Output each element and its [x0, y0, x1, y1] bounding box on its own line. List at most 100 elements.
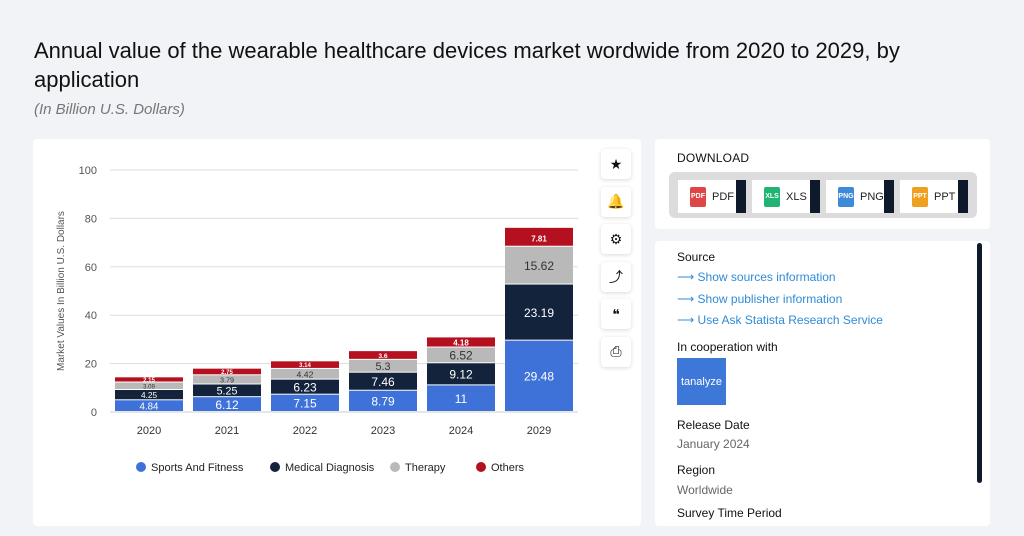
bar-segment [427, 337, 495, 347]
show-publisher-link[interactable]: ⟶ Show publisher information [677, 292, 843, 306]
bar-segment [271, 379, 339, 394]
y-tick-label: 60 [85, 262, 97, 274]
bell-icon: 🔔 [607, 193, 625, 209]
region-label: Region [677, 463, 716, 477]
bar-segment [505, 284, 573, 340]
data-label: 7.46 [371, 375, 395, 389]
x-tick-label: 2023 [371, 425, 395, 437]
release-date-value: January 2024 [677, 437, 750, 451]
data-label: 7.81 [531, 234, 547, 243]
legend-marker [270, 462, 280, 472]
data-label: 3.79 [220, 376, 234, 384]
bar-segment [349, 372, 417, 390]
quote-icon: ❝ [612, 305, 620, 322]
bar-segment [505, 246, 573, 284]
legend-label: Medical Diagnosis [285, 462, 375, 474]
stacked-bar-chart: 0 20 40 60 80 100 Market Values In Billion U.S… [56, 165, 578, 474]
bar-segment [271, 394, 339, 411]
legend-marker [390, 462, 400, 472]
page-title: Annual value of the wearable healthcare … [34, 38, 900, 92]
data-label: 5.3 [375, 361, 390, 373]
download-png-button[interactable]: PNG PNG [826, 180, 894, 213]
show-sources-link[interactable]: ⟶ Show sources information [677, 270, 836, 284]
download-ppt-button[interactable]: PPT PPT [900, 180, 968, 213]
data-label: 6.52 [449, 349, 473, 363]
download-label: XLS [786, 190, 807, 203]
print-button[interactable]: ⎙ [601, 336, 631, 367]
png-file-icon: PNG [838, 186, 854, 207]
data-label: 9.12 [449, 368, 473, 382]
gear-icon: ⚙ [609, 230, 623, 247]
ppt-file-icon: PPT [912, 186, 928, 207]
legend-marker [136, 462, 146, 472]
region-value: Worldwide [677, 483, 733, 497]
release-date-label: Release Date [677, 418, 750, 432]
bar-segment [349, 390, 417, 411]
share-icon: ⤴ [609, 268, 623, 285]
y-tick-label: 0 [91, 407, 97, 419]
data-label: 15.62 [524, 259, 554, 273]
data-label: 4.84 [140, 402, 159, 413]
y-tick-label: 100 [79, 165, 97, 177]
bar-segment [115, 400, 183, 411]
x-tick-label: 2022 [293, 425, 317, 437]
bar-segment [193, 375, 261, 384]
bar-segment [193, 397, 261, 411]
gear-button[interactable]: ⚙ [601, 224, 631, 254]
legend-marker [476, 462, 486, 472]
bar-segment [271, 361, 339, 368]
quote-button[interactable]: ❝ [601, 299, 631, 329]
bar-segment [427, 347, 495, 363]
bar-segment [427, 385, 495, 411]
data-label: 3.09 [143, 384, 155, 390]
bar-segment [271, 368, 339, 379]
bar-segment [505, 227, 573, 246]
y-axis-label: Market Values In Billion U.S. Dollars [56, 211, 67, 371]
bar-segment [115, 390, 183, 400]
data-label: 23.19 [524, 306, 554, 320]
survey-period-label: Survey Time Period [677, 506, 782, 520]
share-button[interactable]: ⤴ [601, 261, 631, 292]
data-label: 3.6 [378, 353, 388, 360]
star-button[interactable]: ★ [601, 149, 631, 179]
scrollbar[interactable] [977, 243, 982, 483]
cooperation-label: In cooperation with [677, 340, 778, 354]
data-label: 2.15 [143, 378, 155, 384]
download-xls-button[interactable]: XLS XLS [752, 180, 820, 213]
ask-statista-link[interactable]: ⟶ Use Ask Statista Research Service [677, 313, 883, 327]
x-tick-label: 2029 [527, 425, 551, 437]
legend-label: Therapy [405, 462, 446, 474]
download-label: PDF [712, 190, 734, 203]
page-subtitle: (In Billion U.S. Dollars) [34, 101, 185, 118]
bell-button[interactable]: 🔔 [601, 186, 631, 217]
y-tick-label: 20 [85, 359, 97, 371]
data-label: 3.14 [299, 363, 311, 369]
star-icon: ★ [609, 155, 623, 172]
download-buttons: PDF PDF XLS XLS PNG PNG PPT PPT [669, 172, 977, 218]
data-label: 5.25 [217, 386, 238, 398]
bar-segment [193, 368, 261, 375]
data-label: 6.12 [215, 398, 239, 412]
download-label: PNG [860, 190, 884, 203]
legend-label: Sports And Fitness [151, 462, 244, 474]
legend-label: Others [491, 462, 525, 474]
data-label: 8.79 [371, 395, 395, 409]
bar-segment [505, 340, 573, 411]
download-pdf-button[interactable]: PDF PDF [678, 180, 746, 213]
data-label: 29.48 [524, 370, 554, 384]
bar-segment [349, 359, 417, 372]
y-tick-label: 80 [85, 213, 97, 225]
x-tick-label: 2021 [215, 425, 239, 437]
chart-card: 0 20 40 60 80 100 Market Values In Billion U.S… [33, 139, 641, 526]
data-label: 7.15 [293, 397, 317, 411]
partner-logo[interactable]: tanalyze [677, 358, 726, 405]
y-tick-label: 40 [85, 310, 97, 322]
data-label: 4.42 [297, 369, 314, 379]
data-label: 2.75 [221, 370, 233, 376]
x-tick-label: 2020 [137, 425, 161, 437]
source-label: Source [677, 250, 716, 264]
xls-file-icon: XLS [764, 186, 780, 207]
x-tick-label: 2024 [449, 425, 473, 437]
print-icon: ⎙ [610, 343, 622, 359]
data-label: 4.18 [453, 338, 469, 347]
